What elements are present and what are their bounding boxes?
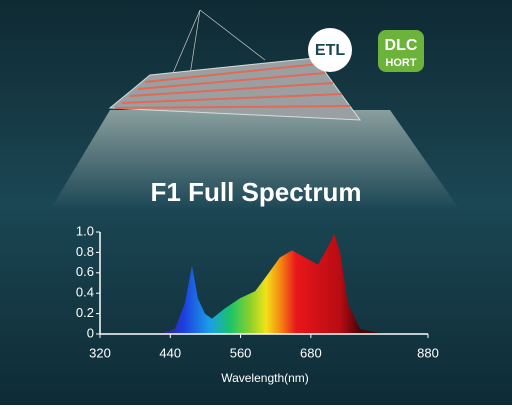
cable	[189, 9, 201, 76]
hort-text: HORT	[385, 57, 416, 69]
x-tick-label: 680	[300, 345, 322, 360]
spectrum-area	[159, 234, 400, 334]
x-tick-label: 320	[89, 345, 111, 360]
y-tick-label: 0.2	[76, 305, 94, 320]
y-tick-label: 0.6	[76, 264, 94, 279]
x-axis-label: Wavelength(nm)	[221, 371, 309, 385]
chart-title: F1 Full Spectrum	[151, 177, 362, 207]
x-tick-label: 560	[230, 345, 252, 360]
dlc-badge	[378, 30, 424, 72]
y-tick-label: 0.8	[76, 244, 94, 259]
cable	[199, 9, 266, 61]
y-tick-label: 1.0	[76, 223, 94, 238]
x-tick-label: 440	[159, 345, 181, 360]
y-tick-label: 0	[87, 325, 94, 340]
light-beam	[50, 110, 460, 210]
led-bars	[114, 63, 351, 109]
cable	[169, 9, 201, 81]
y-tick-label: 0.4	[76, 285, 94, 300]
dlc-text: DLC	[385, 37, 418, 54]
etl-text: ETL	[315, 42, 345, 59]
x-tick-label: 880	[417, 345, 439, 360]
etl-badge	[308, 28, 352, 72]
